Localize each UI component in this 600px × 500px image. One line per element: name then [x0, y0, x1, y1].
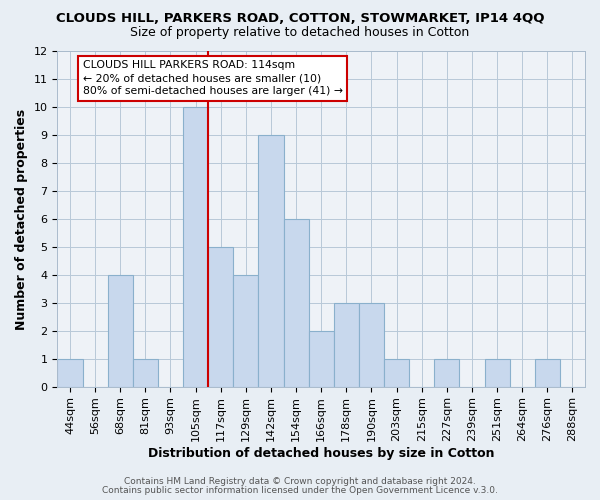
- Bar: [233, 275, 259, 386]
- X-axis label: Distribution of detached houses by size in Cotton: Distribution of detached houses by size …: [148, 447, 494, 460]
- Bar: [485, 358, 509, 386]
- Bar: [284, 219, 308, 386]
- Bar: [535, 358, 560, 386]
- Text: Size of property relative to detached houses in Cotton: Size of property relative to detached ho…: [130, 26, 470, 39]
- Text: Contains public sector information licensed under the Open Government Licence v.: Contains public sector information licen…: [102, 486, 498, 495]
- Bar: [359, 303, 384, 386]
- Y-axis label: Number of detached properties: Number of detached properties: [15, 108, 28, 330]
- Bar: [107, 275, 133, 386]
- Bar: [208, 247, 233, 386]
- Bar: [58, 358, 83, 386]
- Text: CLOUDS HILL PARKERS ROAD: 114sqm
← 20% of detached houses are smaller (10)
80% o: CLOUDS HILL PARKERS ROAD: 114sqm ← 20% o…: [83, 60, 343, 96]
- Text: CLOUDS HILL, PARKERS ROAD, COTTON, STOWMARKET, IP14 4QQ: CLOUDS HILL, PARKERS ROAD, COTTON, STOWM…: [56, 12, 544, 26]
- Bar: [133, 358, 158, 386]
- Bar: [183, 108, 208, 386]
- Bar: [259, 136, 284, 386]
- Bar: [384, 358, 409, 386]
- Bar: [308, 330, 334, 386]
- Bar: [434, 358, 460, 386]
- Text: Contains HM Land Registry data © Crown copyright and database right 2024.: Contains HM Land Registry data © Crown c…: [124, 477, 476, 486]
- Bar: [334, 303, 359, 386]
